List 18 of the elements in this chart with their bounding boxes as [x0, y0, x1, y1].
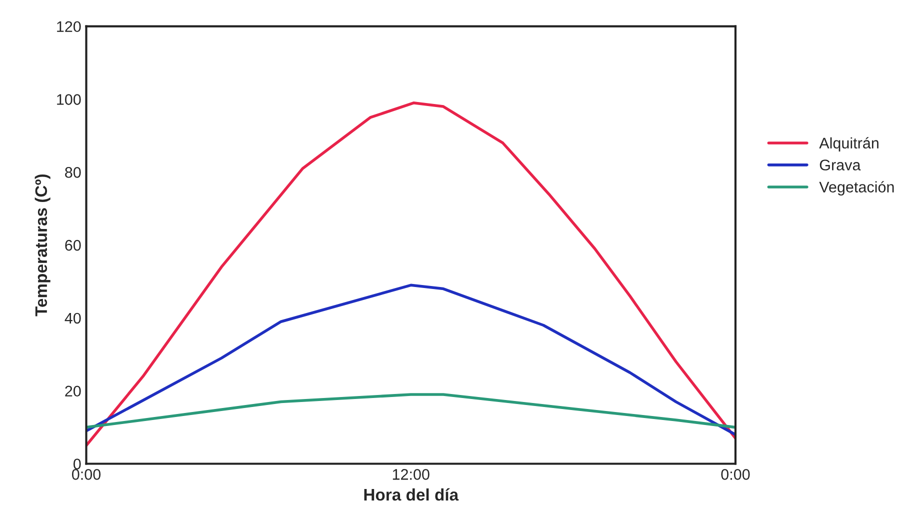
x-tick-label: 0:00: [721, 469, 750, 480]
y-tick-label: 20: [65, 386, 81, 397]
legend-label: Grava: [820, 160, 861, 170]
y-axis-title: Temperaturas (Cº): [34, 174, 50, 316]
line-series: [86, 393, 736, 429]
legend-label: Alquitrán: [819, 137, 878, 152]
line-series: [86, 284, 736, 436]
y-tick-label: 80: [65, 167, 81, 178]
y-tick-label: 120: [57, 21, 81, 32]
x-tick-label: 12:00: [392, 469, 430, 480]
legend-label: Vegetación: [819, 181, 894, 196]
y-tick-label: 40: [64, 312, 81, 324]
line-series: [86, 102, 736, 447]
y-tick-label: 100: [57, 94, 81, 105]
x-tick-label: 0:00: [72, 469, 101, 480]
y-tick-label: 60: [65, 240, 81, 251]
x-axis-title: Hora del día: [364, 488, 459, 501]
y-tick-label: 0: [74, 458, 81, 470]
